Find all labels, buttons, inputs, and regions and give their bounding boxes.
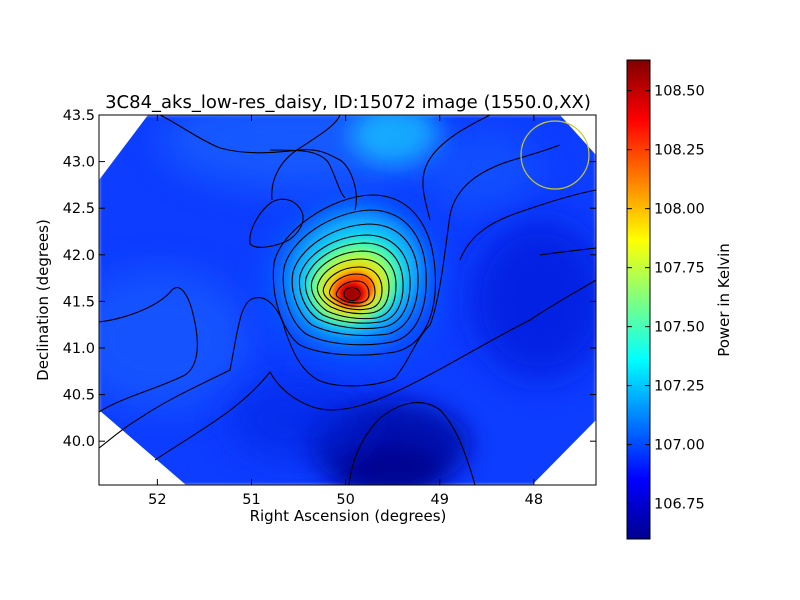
x-tick-label: 49 [431, 492, 449, 508]
colorbar-tick-label: 107.75 [654, 261, 705, 277]
chart-title: 3C84_aks_low-res_daisy, ID:15072 image (… [105, 92, 591, 113]
colorbar-label: Power in Kelvin [715, 243, 733, 357]
axes-frame [98, 114, 597, 486]
beam-circle [520, 120, 590, 190]
y-tick-label: 41.5 [63, 294, 95, 310]
y-tick-label: 40.5 [63, 388, 95, 404]
x-axis-ticks: 52 51 50 49 48 [148, 115, 543, 508]
colorbar-ticks: 106.75 107.00 107.25 107.50 107.75 108.00 108.… [627, 84, 705, 513]
y-axis-ticks: 40.0 40.5 41.0 41.5 42.0 42.5 43.0 43.5 [63, 108, 596, 450]
heatmap-image [99, 115, 596, 485]
x-axis-label: Right Ascension (degrees) [250, 507, 447, 525]
x-tick-label: 52 [148, 492, 166, 508]
colorbar-tick-label: 107.50 [654, 320, 705, 336]
colorbar-tick-label: 108.50 [654, 84, 705, 100]
colorbar-tick-label: 108.25 [654, 143, 705, 159]
colorbar [626, 59, 651, 540]
y-tick-label: 42.0 [63, 248, 95, 264]
colorbar-tick-label: 107.00 [654, 438, 705, 454]
contour-rings [272, 194, 436, 356]
x-tick-label: 51 [242, 492, 260, 508]
x-tick-label: 48 [525, 492, 543, 508]
y-tick-label: 40.0 [63, 434, 95, 450]
colorbar-tick-label: 108.00 [654, 202, 705, 218]
y-tick-label: 43.5 [63, 108, 95, 124]
contour-lines [99, 115, 596, 485]
x-tick-label: 50 [336, 492, 354, 508]
colorbar-tick-label: 107.25 [654, 379, 705, 395]
colorbar-tick-label: 106.75 [654, 497, 705, 513]
y-axis-label: Declination (degrees) [34, 219, 52, 381]
y-tick-label: 43.0 [63, 155, 95, 171]
y-tick-label: 42.5 [63, 201, 95, 217]
y-tick-label: 41.0 [63, 341, 95, 357]
